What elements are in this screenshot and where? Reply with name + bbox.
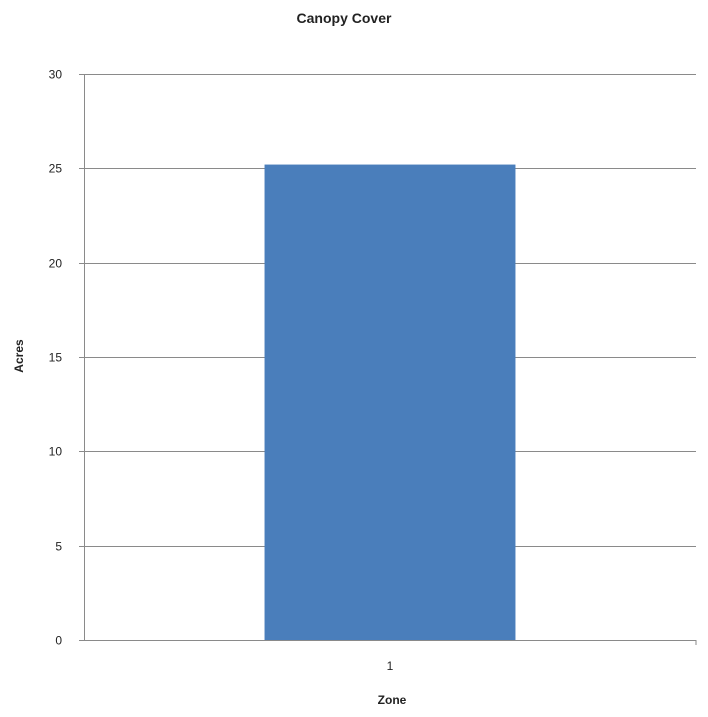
tick-labels: 0 5 10 15 20 25 30 1 [49,68,394,674]
x-tick-label-1: 1 [387,659,394,673]
bars [264,164,516,640]
bar-1 [264,164,516,640]
y-tick-label-30: 30 [49,68,63,82]
y-tick-label-5: 5 [55,540,62,554]
y-tick-label-15: 15 [49,351,63,365]
y-axis-label: Acres [12,339,26,373]
y-tick-label-0: 0 [55,634,62,648]
axes [79,74,697,645]
y-tick-label-10: 10 [49,445,63,459]
y-tick-label-25: 25 [49,162,63,176]
x-axis-label: Zone [378,693,407,707]
y-tick-label-20: 20 [49,257,63,271]
chart-title: Canopy Cover [297,10,392,26]
